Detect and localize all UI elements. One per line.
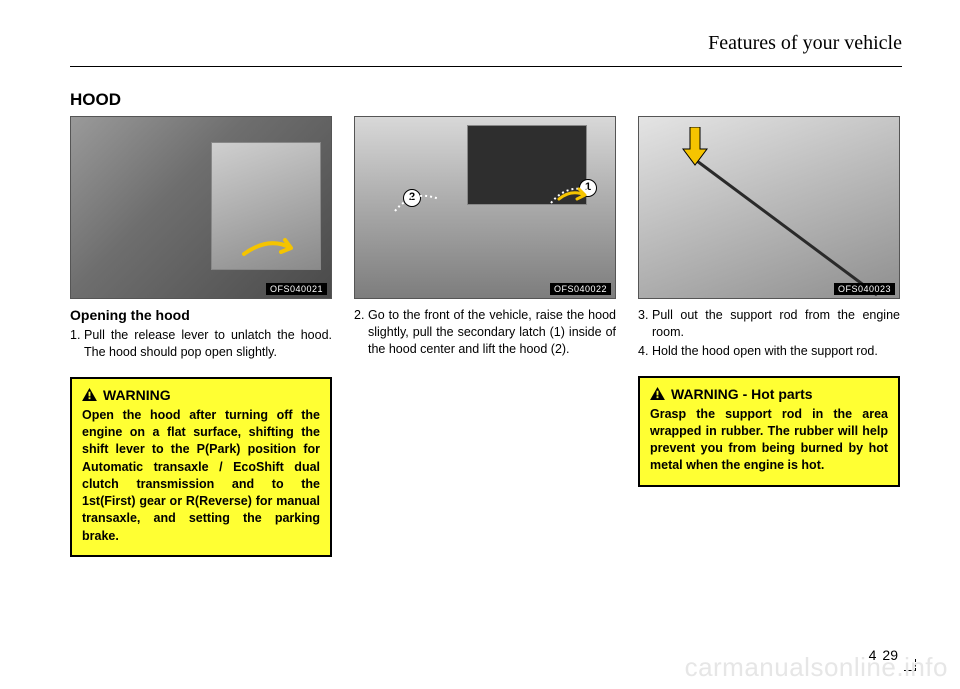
section-title: HOOD [70, 90, 902, 110]
column-2: 1 2 OFS040022 2. Go to the front of the … [354, 116, 616, 557]
warning-box: WARNING Open the hood after turning off … [70, 377, 332, 557]
warning-body: Open the hood after turning off the engi… [82, 407, 320, 545]
figure-code: OFS040021 [266, 283, 327, 295]
step-text: Pull out the support rod from the engine… [652, 307, 900, 341]
step-text: Pull the release lever to unlatch the ho… [84, 327, 332, 361]
watermark-text: carmanualsonline.info [685, 652, 948, 683]
manual-page: Features of your vehicle HOOD OFS040021 … [0, 0, 960, 689]
arrow-icon [555, 187, 589, 205]
warning-triangle-icon [650, 387, 665, 400]
warning-heading: WARNING - Hot parts [650, 386, 888, 402]
header-rule [70, 66, 902, 67]
warning-label: WARNING - Hot parts [671, 386, 813, 402]
step-number: 1. [70, 327, 84, 361]
figure-hood-release-lever: OFS040021 [70, 116, 332, 299]
step-number: 3. [638, 307, 652, 341]
figure-code: OFS040023 [834, 283, 895, 295]
step-number: 2. [354, 307, 368, 358]
chapter-title: Features of your vehicle [708, 32, 902, 55]
content-columns: OFS040021 Opening the hood 1. Pull the r… [70, 116, 902, 557]
warning-label-text: WARNING [671, 386, 743, 402]
figure-secondary-latch: 1 2 OFS040022 [354, 116, 616, 299]
figure-code: OFS040022 [550, 283, 611, 295]
step-text: Hold the hood open with the support rod. [652, 343, 900, 360]
step-number: 4. [638, 343, 652, 360]
column-1: OFS040021 Opening the hood 1. Pull the r… [70, 116, 332, 557]
arrow-icon [239, 234, 299, 264]
step-1: 1. Pull the release lever to unlatch the… [70, 327, 332, 361]
dotted-arc-icon [393, 189, 443, 215]
step-text: Go to the front of the vehicle, raise th… [368, 307, 616, 358]
arrow-down-icon [681, 127, 709, 167]
step-4: 4. Hold the hood open with the support r… [638, 343, 900, 360]
warning-box-hot-parts: WARNING - Hot parts Grasp the support ro… [638, 376, 900, 487]
column-3: OFS040023 3. Pull out the support rod fr… [638, 116, 900, 557]
step-3: 3. Pull out the support rod from the eng… [638, 307, 900, 341]
subheading-opening-hood: Opening the hood [70, 307, 332, 323]
warning-body: Grasp the support rod in the area wrappe… [650, 406, 888, 475]
figure-support-rod: OFS040023 [638, 116, 900, 299]
step-2: 2. Go to the front of the vehicle, raise… [354, 307, 616, 358]
page-header: Features of your vehicle [70, 32, 902, 84]
warning-label: WARNING [103, 387, 171, 403]
warning-heading: WARNING [82, 387, 320, 403]
support-rod-line [639, 117, 901, 300]
warning-triangle-icon [82, 388, 97, 401]
warning-label-extra: - Hot parts [743, 386, 813, 402]
